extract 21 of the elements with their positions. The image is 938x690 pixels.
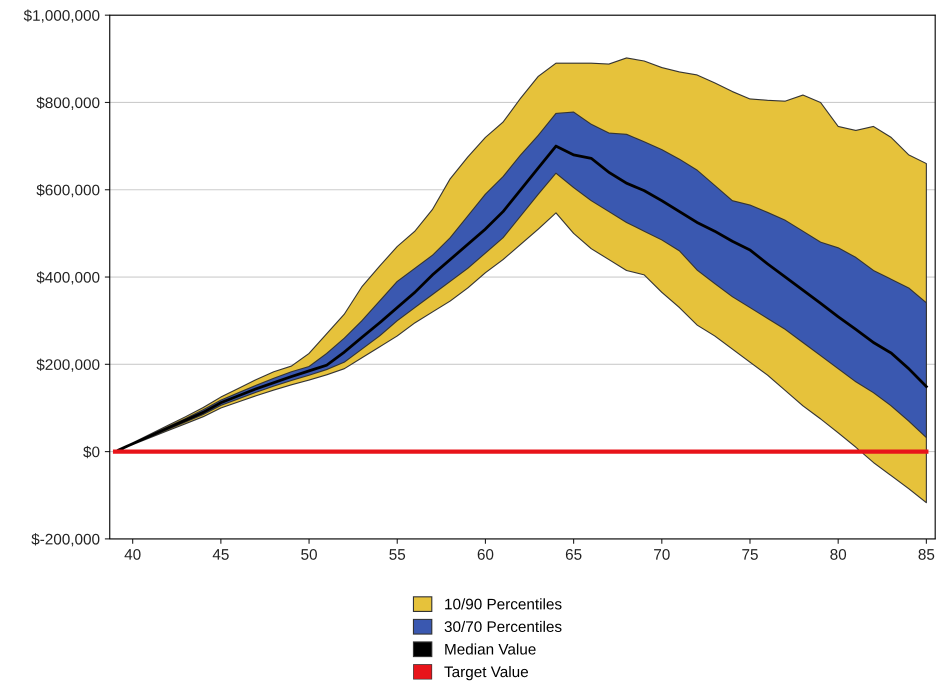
y-tick-label: $400,000 — [36, 271, 100, 285]
legend-label: 30/70 Percentiles — [444, 620, 562, 632]
x-tick-label: 55 — [389, 549, 406, 560]
y-tick-label: $1,000,000 — [24, 9, 100, 23]
legend-label: Median Value — [445, 643, 536, 655]
y-tick-label: $600,000 — [36, 184, 100, 198]
x-tick-label: 80 — [830, 549, 846, 560]
y-tick-label: $-200,000 — [31, 533, 100, 546]
x-tick-label: 70 — [654, 549, 670, 560]
x-tick-label: 50 — [301, 549, 317, 560]
x-tick-label: 40 — [124, 549, 141, 560]
x-tick-label: 85 — [918, 549, 934, 560]
legend-label: 10/90 Percentiles — [445, 598, 562, 610]
x-tick-label: 60 — [478, 549, 494, 560]
y-tick-label: $200,000 — [36, 358, 100, 372]
y-tick-label: $800,000 — [36, 96, 100, 110]
x-tick-label: 75 — [742, 549, 758, 560]
y-tick-label: $0 — [83, 446, 100, 458]
legend-label: Target Value — [444, 666, 528, 680]
x-tick-label: 65 — [566, 549, 582, 560]
x-tick-label: 45 — [212, 549, 229, 560]
